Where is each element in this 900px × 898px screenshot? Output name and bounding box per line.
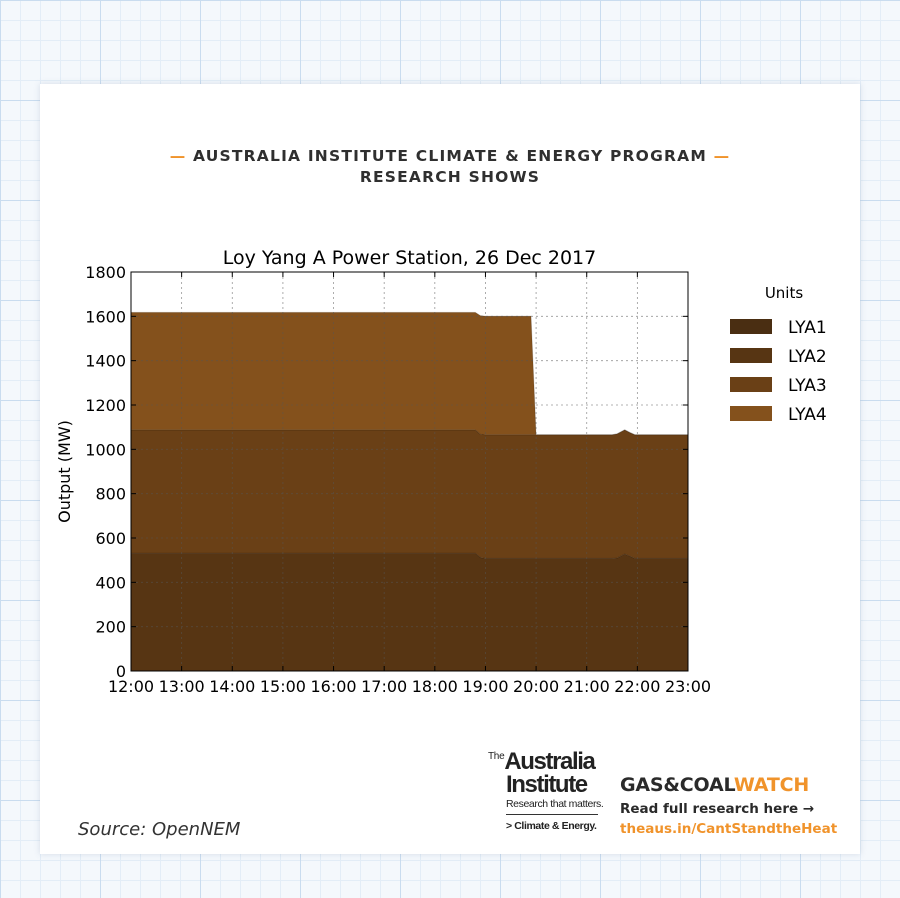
xtick-label: 18:00 bbox=[412, 677, 458, 696]
logo-tagline: Research that matters. bbox=[506, 798, 604, 810]
stacked-area-chart: 0 200 400 600 800 1000 1200 1400 1600 1800 12:00 13… bbox=[55, 247, 827, 696]
legend-label-lya4: LYA4 bbox=[788, 405, 827, 425]
ytick-label: 1400 bbox=[85, 352, 126, 371]
xtick-label: 16:00 bbox=[310, 677, 356, 696]
legend-swatch-lya1 bbox=[730, 319, 772, 334]
legend-swatch-lya4 bbox=[730, 406, 772, 421]
ytick-label: 1200 bbox=[85, 396, 126, 415]
infographic-card: — AUSTRALIA INSTITUTE CLIMATE & ENERGY P… bbox=[40, 84, 860, 854]
gcw-url-link[interactable]: theaus.in/CantStandtheHeat bbox=[620, 821, 838, 837]
ytick-label: 600 bbox=[95, 529, 126, 548]
legend-label-lya2: LYA2 bbox=[788, 347, 827, 367]
ytick-label: 400 bbox=[95, 573, 126, 592]
xtick-label: 13:00 bbox=[159, 677, 205, 696]
source-note: Source: OpenNEM bbox=[78, 819, 241, 840]
xtick-label: 14:00 bbox=[209, 677, 255, 696]
gas-coal-watch-block: GAS&COALWATCH Read full research here → … bbox=[620, 774, 837, 837]
ytick-label: 1800 bbox=[85, 263, 126, 282]
logo-australia: Australia bbox=[504, 748, 596, 775]
ytick-label: 200 bbox=[95, 618, 126, 637]
header-dash-left: — bbox=[169, 147, 187, 165]
legend-label-lya1: LYA1 bbox=[788, 318, 827, 338]
xtick-label: 17:00 bbox=[361, 677, 407, 696]
gcw-read-link[interactable]: Read full research here → bbox=[620, 801, 815, 817]
area-lya4 bbox=[130, 311, 688, 436]
chart-title: Loy Yang A Power Station, 26 Dec 2017 bbox=[223, 247, 596, 269]
australia-institute-logo: TheAustralia Institute Research that mat… bbox=[488, 748, 608, 833]
ytick-label: 1000 bbox=[85, 440, 126, 459]
xtick-label: 21:00 bbox=[564, 677, 610, 696]
header-line-2: RESEARCH SHOWS bbox=[359, 168, 541, 186]
ytick-label: 800 bbox=[95, 485, 126, 504]
xtick-label: 20:00 bbox=[513, 677, 559, 696]
legend-swatch-lya3 bbox=[730, 377, 772, 392]
logo-institute: Institute bbox=[506, 771, 588, 798]
logo-rule bbox=[506, 814, 598, 815]
xtick-label: 23:00 bbox=[665, 677, 711, 696]
xtick-label: 19:00 bbox=[462, 677, 508, 696]
legend-label-lya3: LYA3 bbox=[788, 376, 827, 396]
ytick-label: 0 bbox=[116, 662, 126, 681]
logo-sub: > Climate & Energy. bbox=[506, 820, 597, 832]
program-header: — AUSTRALIA INSTITUTE CLIMATE & ENERGY P… bbox=[40, 146, 860, 188]
plot-frame bbox=[130, 271, 689, 672]
logo-the: The bbox=[488, 751, 505, 762]
y-axis-label: Output (MW) bbox=[55, 420, 74, 523]
legend-swatch-lya2 bbox=[730, 348, 772, 363]
xtick-label: 12:00 bbox=[108, 677, 154, 696]
area-lya3 bbox=[130, 429, 689, 559]
gcw-title-b: WATCH bbox=[733, 774, 810, 796]
legend-title: Units bbox=[765, 284, 804, 302]
gcw-title: GAS&COALWATCH bbox=[620, 774, 837, 796]
area-lya2 bbox=[130, 552, 689, 672]
header-line-1: AUSTRALIA INSTITUTE CLIMATE & ENERGY PRO… bbox=[193, 147, 707, 165]
header-dash-right: — bbox=[713, 147, 731, 165]
ytick-label: 1600 bbox=[85, 307, 126, 326]
gcw-title-a: GAS&COAL bbox=[620, 774, 734, 796]
xtick-label: 22:00 bbox=[614, 677, 660, 696]
xtick-label: 15:00 bbox=[260, 677, 306, 696]
